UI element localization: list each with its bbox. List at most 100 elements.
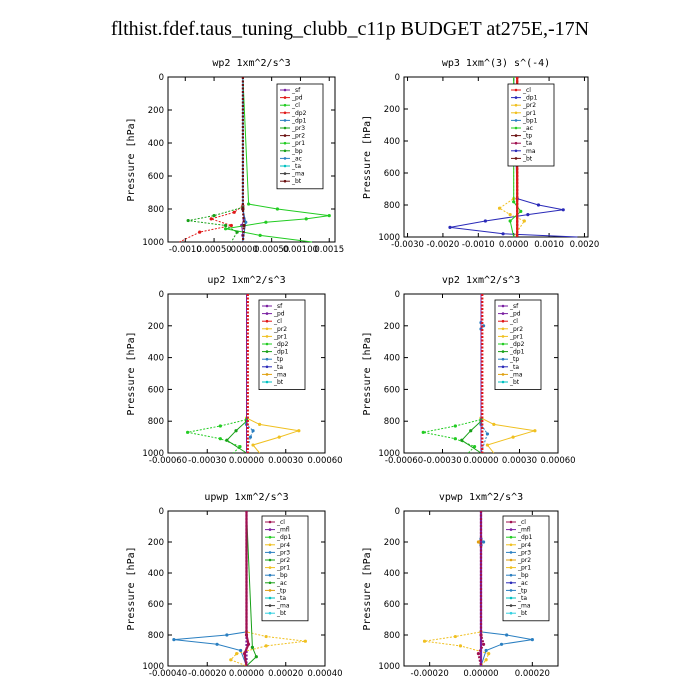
legend-label: _ma [291,171,305,178]
legend-marker [265,380,269,384]
legend-label: _ac [522,125,533,132]
data-point [186,218,190,223]
data-point [246,642,251,646]
legend-label: _bp [517,572,529,579]
x-tick-label: -0.00020 [188,669,226,679]
x-tick-label: 0.00000 [463,669,498,679]
legend-marker [283,164,287,168]
legend-label: _pr3 [291,125,305,132]
data-point [479,633,483,637]
legend-marker [268,573,272,577]
plot-frame [167,76,336,243]
legend-marker [509,528,513,531]
legend-marker [283,141,287,145]
legend-marker [268,589,272,592]
legend-label: _ma [517,603,531,610]
data-point [530,638,534,642]
y-tick-label: 800 [384,201,400,211]
legend-label: _pd [273,311,285,318]
data-point [476,652,481,656]
y-tick-label: 800 [384,631,400,641]
legend-marker [509,520,513,524]
y-tick-label: 400 [148,569,164,579]
y-axis-label: Pressure [hPa] [126,117,137,201]
series-line-dp2 [179,77,244,243]
legend-marker [509,604,513,607]
legend-label: _pr2 [509,326,523,333]
legend-label: _dp2 [273,341,289,348]
series-line-pr1 [424,511,490,667]
legend-marker [501,350,505,353]
legend-label: _tp [273,356,283,363]
plot-frame [403,76,589,238]
x-tick-label: -0.00020 [411,669,449,679]
page-title: flthist.fdef.taus_tuning_clubb_c11p BUDG… [110,18,590,40]
legend-label: _pr1 [517,565,531,572]
panel-title: vpwp 1xm^2/s^3 [439,492,523,503]
legend-marker [283,111,287,115]
x-tick-label: 0.0010 [534,240,564,250]
data-point [485,432,490,436]
data-point [453,634,457,639]
y-tick-label: 200 [148,106,164,116]
data-point [536,203,541,207]
data-point [492,422,496,426]
legend-label: _mfl [517,527,531,534]
legend-marker [501,342,505,346]
legend-marker [509,558,513,562]
legend-label: _pr1 [276,565,290,572]
data-point [501,232,505,236]
legend-label: _bp1 [522,117,538,124]
legend-label: _ac [276,580,287,587]
legend-marker [509,566,513,569]
data-point [225,438,229,442]
legend-label: _pd [291,95,303,102]
legend-marker [265,365,269,369]
x-tick-label: 0.00030 [268,456,303,466]
data-point [277,435,281,439]
legend-label: _ta [509,364,519,371]
series-line-bt [241,77,246,243]
legend-label: _dp1 [509,349,525,356]
data-point [499,642,504,646]
legend-marker [501,319,505,323]
legend-marker [509,611,513,615]
x-tick-label: 0.00060 [307,456,342,466]
data-point [519,209,523,213]
legend-marker [268,551,272,554]
data-point [218,437,222,441]
legend-marker [268,520,272,524]
data-point [533,429,537,433]
x-tick-label: 0.0020 [570,240,600,250]
legend-label: _cl [517,519,526,526]
panel-title: vp2 1xm^2/s^3 [442,275,520,286]
legend-label: _dp1 [291,117,307,124]
data-point [244,633,249,637]
x-tick-label: -0.0010 [462,240,495,250]
y-tick-label: 400 [384,569,400,579]
y-tick-label: 1000 [142,449,164,459]
data-point [469,429,473,433]
legend-label: _pr3 [517,549,531,556]
data-point [304,217,308,221]
x-tick-label: 0.00040 [307,669,342,679]
y-tick-label: 600 [148,385,164,395]
y-tick-label: 400 [148,354,164,364]
data-point [238,445,242,449]
x-tick-label: -0.00040 [149,669,187,679]
y-tick-label: 200 [384,538,400,548]
data-point [421,430,425,434]
legend-label: _bp [276,572,288,579]
y-tick-label: 0 [395,73,400,83]
legend-marker [501,357,505,361]
data-point [186,430,190,434]
data-point [522,219,526,223]
data-point [275,207,280,211]
legend-marker [514,149,518,153]
legend-marker [514,111,518,115]
data-point [235,652,239,656]
data-point [248,435,253,439]
data-point [511,435,515,439]
data-point [251,443,255,447]
data-point [561,208,565,212]
